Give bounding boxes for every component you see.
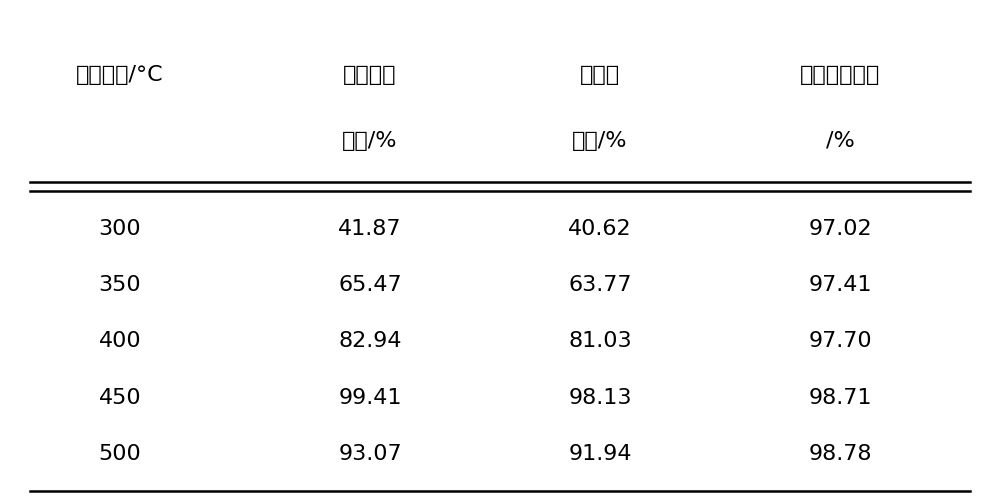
Text: /%: /% [826, 130, 854, 150]
Text: 98.71: 98.71 [808, 387, 872, 407]
Text: 300: 300 [99, 218, 141, 238]
Text: 350: 350 [99, 275, 141, 295]
Text: 98.78: 98.78 [808, 443, 872, 463]
Text: 63.77: 63.77 [568, 275, 632, 295]
Text: 400: 400 [99, 331, 141, 351]
Text: 91.94: 91.94 [568, 443, 632, 463]
Text: 65.47: 65.47 [338, 275, 402, 295]
Text: 82.94: 82.94 [338, 331, 402, 351]
Text: 81.03: 81.03 [568, 331, 632, 351]
Text: 97.70: 97.70 [808, 331, 872, 351]
Text: 93.07: 93.07 [338, 443, 402, 463]
Text: 40.62: 40.62 [568, 218, 632, 238]
Text: 得率/%: 得率/% [572, 130, 628, 150]
Text: 山梨醇: 山梨醇 [580, 65, 620, 85]
Text: 化率/%: 化率/% [342, 130, 398, 150]
Text: 碳化温度/°C: 碳化温度/°C [76, 65, 164, 85]
Text: 山梨醇选择性: 山梨醇选择性 [800, 65, 880, 85]
Text: 葡萄糖转: 葡萄糖转 [343, 65, 397, 85]
Text: 500: 500 [99, 443, 141, 463]
Text: 97.41: 97.41 [808, 275, 872, 295]
Text: 98.13: 98.13 [568, 387, 632, 407]
Text: 97.02: 97.02 [808, 218, 872, 238]
Text: 99.41: 99.41 [338, 387, 402, 407]
Text: 450: 450 [99, 387, 141, 407]
Text: 41.87: 41.87 [338, 218, 402, 238]
